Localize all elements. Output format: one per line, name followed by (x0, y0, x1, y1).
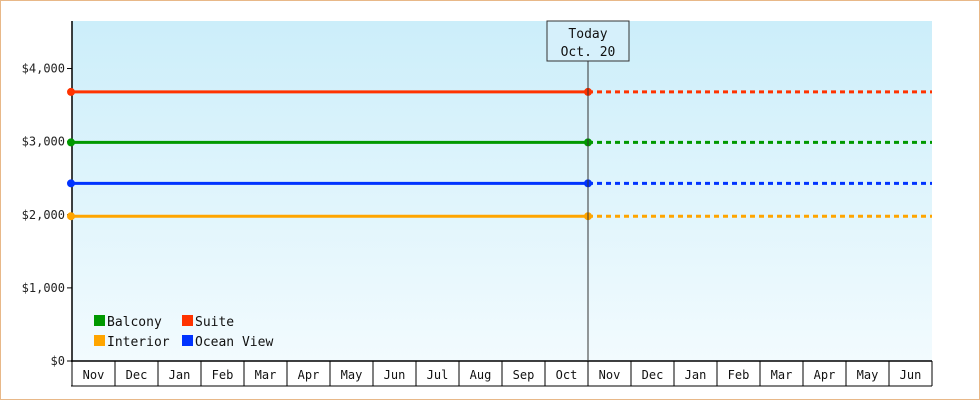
x-tick-label: Jun (900, 368, 922, 382)
legend-swatch (94, 315, 105, 326)
x-tick-label: Nov (83, 368, 105, 382)
series-ocean-view (67, 179, 932, 188)
x-tick-label: May (857, 368, 879, 382)
x-tick-label: Mar (771, 368, 793, 382)
today-marker: Today Oct. 20 (546, 20, 630, 361)
x-tick-label: Apr (814, 368, 836, 382)
series-point-start (67, 179, 75, 188)
legend-item-interior: Interior (94, 335, 170, 350)
x-tick-label: Apr (298, 368, 320, 382)
series-point-start (67, 212, 75, 221)
x-tick-label: Mar (255, 368, 277, 382)
y-tick-label: $0 (51, 354, 65, 368)
x-tick-label: Jul (427, 368, 449, 382)
series-point-start (67, 87, 75, 96)
x-tick-label: Nov (599, 368, 621, 382)
plot-area (72, 21, 932, 361)
y-tick-label: $2,000 (22, 208, 65, 222)
series-point-start (67, 138, 75, 147)
x-tick-label: Dec (642, 368, 664, 382)
x-tick-label: Feb (728, 368, 750, 382)
x-tick-label: Sep (513, 368, 535, 382)
legend-item-ocean-view: Ocean View (182, 335, 273, 350)
x-tick-label: Dec (126, 368, 148, 382)
today-date: Oct. 20 (561, 45, 616, 60)
legend-swatch (94, 335, 105, 346)
y-axis: $0 $1,000 $2,000 $3,000 $4,000 (22, 21, 73, 368)
legend-label: Interior (107, 335, 170, 350)
series-balcony (67, 138, 932, 147)
x-tick-label: Jan (169, 368, 191, 382)
x-tick-label: Feb (212, 368, 234, 382)
x-axis: Nov Dec Jan Feb Mar Apr May Jun Jul Aug Sep Oct Nov D… (71, 360, 933, 387)
today-box (546, 20, 630, 62)
legend-label: Balcony (107, 315, 162, 330)
y-tick-label: $4,000 (22, 62, 65, 76)
legend-item-balcony: Balcony (94, 315, 162, 330)
legend-swatch (182, 315, 193, 326)
y-tick-label: $3,000 (22, 135, 65, 149)
series-layer (67, 87, 932, 221)
legend-swatch (182, 335, 193, 346)
legend: Balcony Suite Interior Ocean View (94, 315, 273, 350)
y-tick-label: $1,000 (22, 281, 65, 295)
x-tick-label: Jun (384, 368, 406, 382)
legend-label: Ocean View (195, 335, 273, 350)
legend-item-suite: Suite (182, 315, 234, 330)
legend-label: Suite (195, 315, 234, 330)
x-tick-label: May (341, 368, 363, 382)
x-tick-label: Oct (556, 368, 578, 382)
today-label: Today (568, 27, 607, 42)
x-tick-label: Jan (685, 368, 707, 382)
x-tick-label: Aug (470, 368, 492, 382)
